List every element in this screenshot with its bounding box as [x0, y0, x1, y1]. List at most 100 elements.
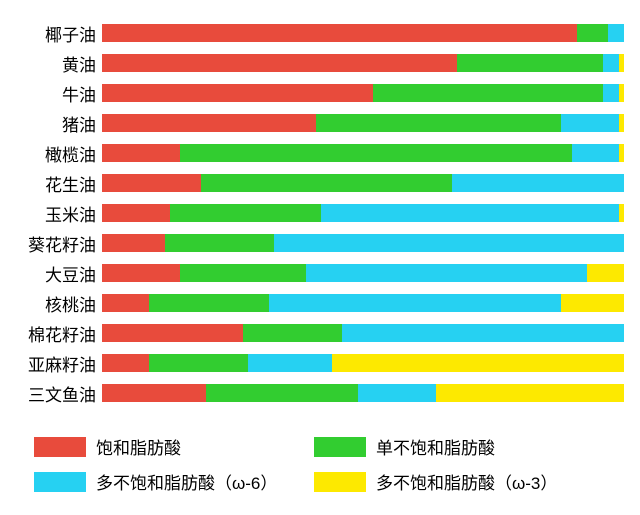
stacked-bar [102, 294, 624, 312]
stacked-bar [102, 204, 624, 222]
stacked-bar-chart: 椰子油黄油牛油猪油橄榄油花生油玉米油葵花籽油大豆油核桃油棉花籽油亚麻籽油三文鱼油 [6, 18, 624, 408]
bar-segment-poly_omega6 [603, 84, 619, 102]
bar-segment-saturated [102, 324, 243, 342]
bar-segment-saturated [102, 204, 170, 222]
bar-segment-poly_omega6 [321, 204, 619, 222]
legend-item: 多不饱和脂肪酸（ω-6） [34, 469, 314, 494]
stacked-bar [102, 324, 624, 342]
bar-segment-poly_omega6 [603, 54, 619, 72]
legend-item: 多不饱和脂肪酸（ω-3） [314, 469, 614, 494]
legend-item: 单不饱和脂肪酸 [314, 434, 614, 459]
table-row: 猪油 [6, 108, 624, 138]
category-label: 椰子油 [6, 21, 102, 46]
category-label: 核桃油 [6, 291, 102, 316]
stacked-bar [102, 84, 624, 102]
table-row: 核桃油 [6, 288, 624, 318]
category-label: 牛油 [6, 81, 102, 106]
table-row: 牛油 [6, 78, 624, 108]
legend-swatch [314, 437, 366, 457]
legend-swatch [34, 472, 86, 492]
bar-segment-poly_omega3 [619, 144, 624, 162]
bar-segment-poly_omega6 [342, 324, 624, 342]
legend-label: 多不饱和脂肪酸（ω-3） [376, 469, 557, 494]
table-row: 亚麻籽油 [6, 348, 624, 378]
legend-swatch [34, 437, 86, 457]
bar-segment-poly_omega6 [306, 264, 588, 282]
bar-segment-poly_omega3 [619, 204, 624, 222]
bar-segment-poly_omega3 [436, 384, 624, 402]
stacked-bar [102, 354, 624, 372]
bar-segment-saturated [102, 54, 457, 72]
bar-segment-mono [457, 54, 603, 72]
stacked-bar [102, 144, 624, 162]
bar-segment-saturated [102, 234, 165, 252]
category-label: 棉花籽油 [6, 321, 102, 346]
stacked-bar [102, 54, 624, 72]
bar-segment-saturated [102, 174, 201, 192]
legend-label: 单不饱和脂肪酸 [376, 434, 495, 459]
table-row: 黄油 [6, 48, 624, 78]
category-label: 葵花籽油 [6, 231, 102, 256]
table-row: 三文鱼油 [6, 378, 624, 408]
bar-segment-saturated [102, 384, 206, 402]
bar-segment-mono [373, 84, 603, 102]
bar-segment-poly_omega3 [619, 84, 624, 102]
bar-segment-mono [206, 384, 357, 402]
bar-segment-mono [149, 294, 269, 312]
stacked-bar [102, 384, 624, 402]
bar-segment-poly_omega3 [561, 294, 624, 312]
legend-swatch [314, 472, 366, 492]
legend-label: 多不饱和脂肪酸（ω-6） [96, 469, 277, 494]
bar-segment-poly_omega3 [587, 264, 624, 282]
bar-segment-mono [180, 264, 305, 282]
stacked-bar [102, 24, 624, 42]
bar-segment-poly_omega3 [619, 54, 624, 72]
bar-segment-saturated [102, 294, 149, 312]
bar-segment-poly_omega6 [452, 174, 624, 192]
bar-segment-poly_omega6 [608, 24, 624, 42]
stacked-bar [102, 264, 624, 282]
category-label: 黄油 [6, 51, 102, 76]
bar-segment-poly_omega6 [561, 114, 618, 132]
bar-segment-mono [243, 324, 342, 342]
table-row: 花生油 [6, 168, 624, 198]
bar-segment-mono [577, 24, 608, 42]
bar-segment-saturated [102, 264, 180, 282]
bar-segment-poly_omega6 [358, 384, 436, 402]
table-row: 葵花籽油 [6, 228, 624, 258]
table-row: 橄榄油 [6, 138, 624, 168]
bar-segment-poly_omega6 [248, 354, 332, 372]
bar-segment-poly_omega3 [332, 354, 624, 372]
bar-segment-mono [149, 354, 248, 372]
category-label: 大豆油 [6, 261, 102, 286]
legend-item: 饱和脂肪酸 [34, 434, 314, 459]
table-row: 椰子油 [6, 18, 624, 48]
bar-segment-saturated [102, 84, 373, 102]
bar-segment-saturated [102, 114, 316, 132]
category-label: 三文鱼油 [6, 381, 102, 406]
category-label: 猪油 [6, 111, 102, 136]
chart-frame: 椰子油黄油牛油猪油橄榄油花生油玉米油葵花籽油大豆油核桃油棉花籽油亚麻籽油三文鱼油… [0, 0, 640, 515]
bar-segment-mono [165, 234, 275, 252]
bar-segment-saturated [102, 24, 577, 42]
bar-segment-mono [180, 144, 572, 162]
bar-segment-mono [316, 114, 561, 132]
table-row: 棉花籽油 [6, 318, 624, 348]
category-label: 玉米油 [6, 201, 102, 226]
bar-segment-mono [170, 204, 321, 222]
legend-label: 饱和脂肪酸 [96, 434, 181, 459]
stacked-bar [102, 114, 624, 132]
category-label: 花生油 [6, 171, 102, 196]
legend: 饱和脂肪酸 单不饱和脂肪酸多不饱和脂肪酸（ω-6） 多不饱和脂肪酸（ω-3） [34, 434, 624, 504]
bar-segment-poly_omega6 [269, 294, 561, 312]
bar-segment-saturated [102, 354, 149, 372]
table-row: 玉米油 [6, 198, 624, 228]
bar-segment-saturated [102, 144, 180, 162]
bar-segment-poly_omega3 [619, 114, 624, 132]
category-label: 橄榄油 [6, 141, 102, 166]
bar-segment-mono [201, 174, 452, 192]
stacked-bar [102, 174, 624, 192]
stacked-bar [102, 234, 624, 252]
bar-segment-poly_omega6 [274, 234, 624, 252]
table-row: 大豆油 [6, 258, 624, 288]
